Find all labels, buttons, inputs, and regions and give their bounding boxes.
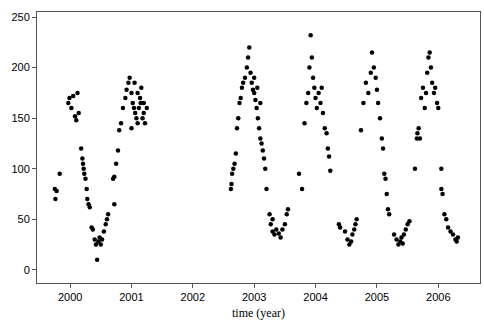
- svg-text:2005: 2005: [365, 291, 389, 303]
- svg-text:2002: 2002: [181, 291, 205, 303]
- svg-text:2006: 2006: [426, 291, 450, 303]
- svg-text:2000: 2000: [58, 291, 82, 303]
- svg-text:2003: 2003: [242, 291, 266, 303]
- svg-text:0: 0: [24, 264, 30, 276]
- svg-text:200: 200: [11, 61, 29, 73]
- svg-text:50: 50: [18, 213, 30, 225]
- svg-text:150: 150: [11, 112, 29, 124]
- svg-text:100: 100: [11, 163, 29, 175]
- svg-text:2001: 2001: [119, 291, 143, 303]
- svg-text:250: 250: [11, 11, 29, 23]
- svg-text:time (year): time (year): [232, 306, 285, 320]
- svg-text:2004: 2004: [303, 291, 327, 303]
